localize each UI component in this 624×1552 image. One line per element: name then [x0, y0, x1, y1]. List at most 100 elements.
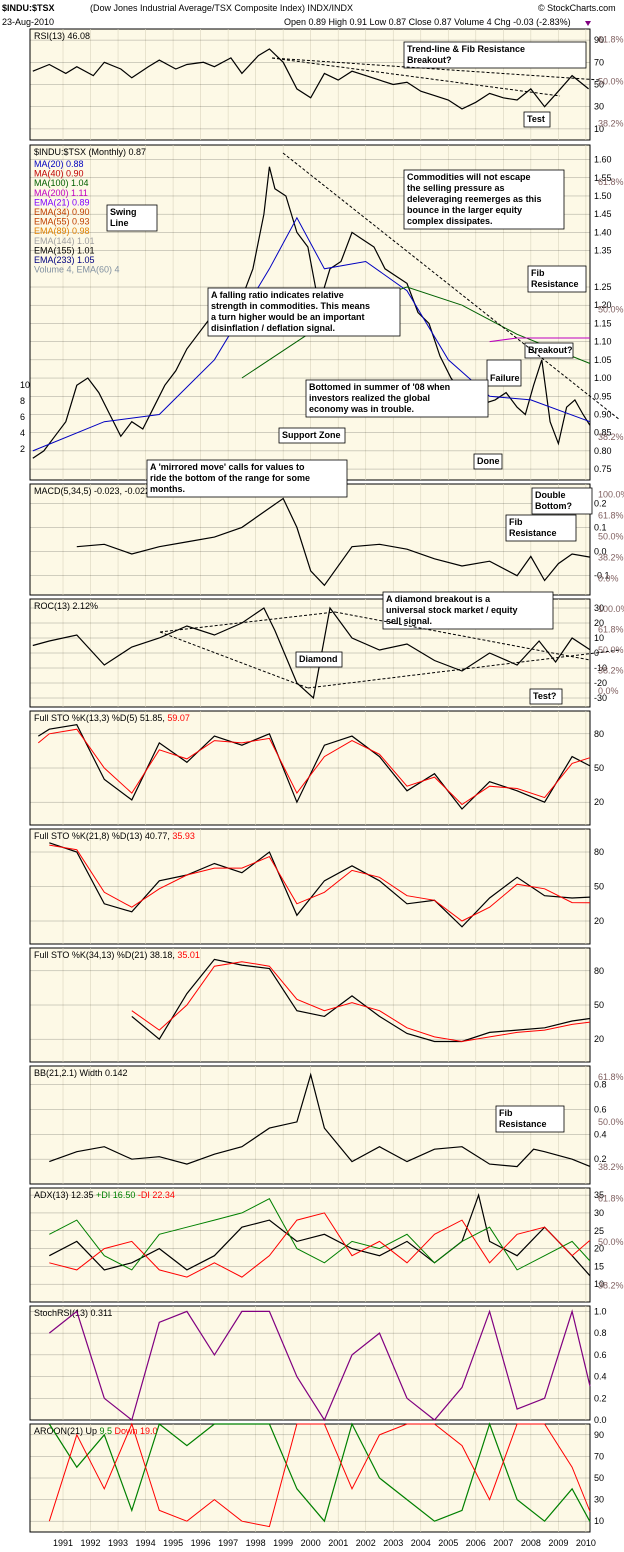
fib-label: 61.8%	[598, 177, 624, 187]
annotation-text: ride the bottom of the range for some	[150, 473, 310, 483]
y-tick-label: 0.95	[594, 391, 612, 401]
volume-tick-label: 4	[20, 428, 25, 438]
annotation-text: economy was in trouble.	[309, 404, 414, 414]
series-line	[49, 1212, 591, 1278]
x-tick-label: 2009	[548, 1538, 568, 1548]
annotation-text: Fib	[499, 1108, 513, 1118]
legend-signal-value: 35.93	[172, 831, 195, 841]
annotation-box	[523, 111, 551, 128]
panel-sto1: 80 50 20 Full STO %K(13,3) %D(5) 51.85, 59.…	[29, 710, 604, 826]
annotation-box	[278, 427, 346, 444]
annotation-box	[403, 169, 565, 230]
fib-label: 100.0%	[598, 604, 624, 614]
annotation-text: sell signal.	[386, 616, 432, 626]
x-tick-label: 1991	[53, 1538, 73, 1548]
chart-title: $INDU:$TSX	[2, 3, 55, 13]
series-line	[48, 1422, 591, 1523]
fib-label: 50.0%	[598, 645, 624, 655]
annotation-box	[382, 591, 554, 630]
y-tick-label: 0.90	[594, 409, 612, 419]
series-line	[131, 958, 591, 1043]
y-tick-label: 25	[594, 1226, 604, 1236]
annotation-text: Fib	[509, 517, 523, 527]
fib-label: 61.8%	[598, 1194, 624, 1204]
panel-legend: Full STO %K(13,3) %D(5) 51.85, 59.07	[34, 713, 190, 723]
series-line	[49, 1072, 591, 1168]
overlay-legend: EMA(233) 1.05	[34, 255, 95, 265]
x-tick-label: 1995	[163, 1538, 183, 1548]
series-line	[32, 216, 591, 452]
panel-stochrsi: 1.0 0.8 0.6 0.4 0.2 0.0 StochRSI(13) 0.311	[29, 1305, 607, 1425]
annotation-text: Support Zone	[282, 430, 341, 440]
y-tick-label: 50	[594, 80, 604, 90]
x-tick-label: 2001	[328, 1538, 348, 1548]
annotation-text: complex dissipates.	[407, 216, 493, 226]
y-tick-label: 30	[594, 1495, 604, 1505]
series-line	[32, 606, 591, 700]
legend-aroon-down: Down 19.0	[112, 1426, 158, 1436]
y-tick-label: 0.8	[594, 1328, 607, 1338]
annotation-box	[146, 459, 348, 498]
legend-signal-value: 59.07	[167, 713, 190, 723]
y-tick-label: 50	[594, 1473, 604, 1483]
trend-line	[159, 631, 309, 689]
x-tick-label: 2008	[521, 1538, 541, 1548]
annotation-text: Failure	[490, 373, 520, 383]
annotation-box	[106, 204, 158, 232]
panel-frame	[29, 828, 591, 945]
annotation-text: Bottomed in summer of '08 when	[309, 382, 450, 392]
y-tick-label: 1.60	[594, 155, 612, 165]
y-tick-label: 1.00	[594, 373, 612, 383]
y-tick-label: -30	[594, 693, 607, 703]
overlay-legend: MA(100) 1.04	[34, 178, 89, 188]
fib-label: 61.8%	[598, 624, 624, 634]
panel-aroon: 90 70 50 30 10 AROON(21) Up 9.5 Down 19.0	[29, 1422, 604, 1533]
series-line	[76, 497, 591, 587]
y-tick-label: 0.80	[594, 446, 612, 456]
y-tick-label: 1.0	[594, 1306, 607, 1316]
annotation-box	[529, 688, 563, 705]
annotation-text: Line	[110, 218, 129, 228]
y-tick-label: 0.0	[594, 1415, 607, 1425]
panel-legend: $INDU:$TSX (Monthly) 0.87	[34, 147, 146, 157]
fib-label: 61.8%	[598, 34, 624, 44]
x-tick-label: 1994	[136, 1538, 156, 1548]
watermark: © StockCharts.com	[538, 3, 616, 13]
y-tick-label: 20	[594, 618, 604, 628]
x-tick-label: 1997	[218, 1538, 238, 1548]
y-tick-label: 70	[594, 1451, 604, 1461]
y-tick-label: 0.8	[594, 1080, 607, 1090]
y-tick-label: 70	[594, 57, 604, 67]
annotation-text: Done	[477, 456, 500, 466]
fib-label: 0.0%	[598, 686, 619, 696]
series-line	[131, 961, 591, 1043]
chart-date: 23-Aug-2010	[2, 17, 54, 27]
annotation-text: Resistance	[531, 279, 579, 289]
x-tick-label: 2010	[576, 1538, 596, 1548]
overlay-legend: MA(20) 0.88	[34, 159, 84, 169]
x-tick-label: 2000	[301, 1538, 321, 1548]
x-tick-label: 2003	[383, 1538, 403, 1548]
overlay-legend: EMA(21) 0.89	[34, 197, 90, 207]
annotation-box	[524, 342, 574, 359]
y-tick-label: 80	[594, 729, 604, 739]
x-tick-label: 2004	[411, 1538, 431, 1548]
annotation-box	[486, 359, 522, 387]
y-tick-label: 20	[594, 916, 604, 926]
x-tick-label: 2006	[466, 1538, 486, 1548]
annotation-box	[527, 265, 587, 293]
annotation-text: strength in commodities. This means	[211, 301, 370, 311]
annotation-text: disinflation / deflation signal.	[211, 323, 335, 333]
y-tick-label: 1.20	[594, 300, 612, 310]
y-tick-label: 30	[594, 102, 604, 112]
chart-subtitle: (Dow Jones Industrial Average/TSX Compos…	[90, 3, 353, 13]
annotation-text: a turn higher would be an important	[211, 312, 365, 322]
y-tick-label: 50	[594, 1000, 604, 1010]
volume-tick-label: 10	[20, 380, 30, 390]
annotation-text: Trend-line & Fib Resistance	[407, 44, 525, 54]
fib-label: 38.2%	[598, 1162, 624, 1172]
legend-minus-di: -DI 22.34	[135, 1190, 175, 1200]
y-tick-label: 20	[594, 1034, 604, 1044]
legend-plus-di: +DI 16.50	[96, 1190, 135, 1200]
overlay-legend: Volume 4, EMA(60) 4	[34, 265, 120, 275]
